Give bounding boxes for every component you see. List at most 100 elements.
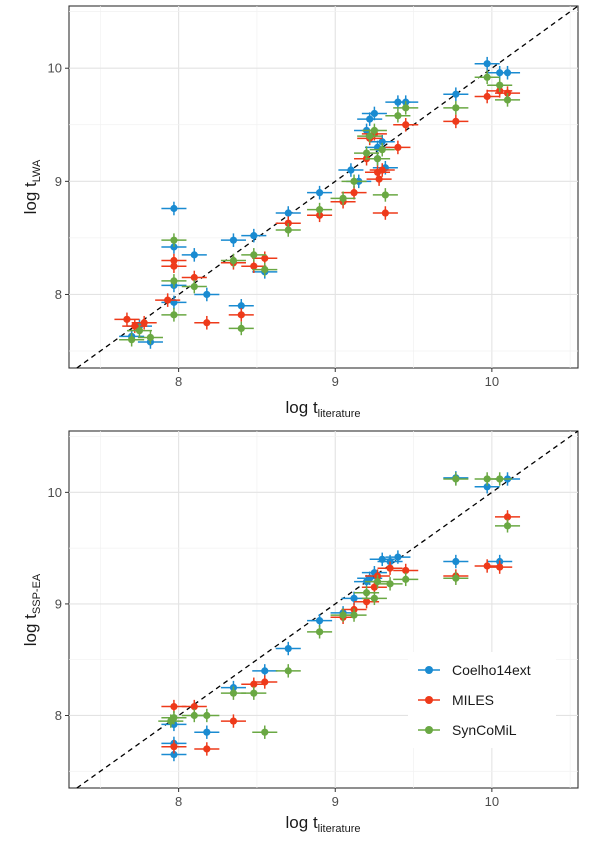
point-marker	[394, 112, 402, 120]
point-marker	[203, 745, 211, 753]
data-point	[487, 78, 513, 92]
data-point	[369, 142, 395, 157]
data-point	[385, 550, 411, 564]
y-tick-label: 9	[55, 596, 62, 611]
point-marker	[362, 598, 371, 606]
point-marker	[170, 702, 178, 711]
point-marker	[284, 667, 292, 675]
data-point	[119, 332, 145, 347]
data-point	[307, 613, 333, 628]
bottom-tick-labels: 8 9 10 8 9 10	[48, 485, 500, 809]
legend-item-syncomil: SynCoMiL	[418, 722, 517, 738]
data-point	[307, 185, 333, 200]
point-marker	[237, 324, 245, 333]
point-marker	[284, 644, 292, 653]
data-point	[377, 561, 403, 575]
data-point	[181, 248, 207, 262]
point-marker	[261, 254, 269, 262]
point-marker	[452, 557, 460, 566]
x-tick-label: 10	[485, 794, 499, 809]
point-marker	[170, 750, 178, 759]
point-marker	[237, 311, 245, 319]
point-marker	[402, 566, 410, 575]
data-point	[443, 554, 469, 569]
point-marker	[452, 475, 460, 483]
data-point	[487, 560, 513, 574]
data-point	[487, 472, 513, 486]
point-marker	[370, 109, 378, 118]
legend-label: MILES	[452, 692, 494, 708]
point-marker	[128, 336, 136, 344]
point-marker	[229, 256, 238, 265]
data-point	[474, 559, 500, 573]
one-to-one-line	[76, 430, 579, 789]
data-point	[275, 641, 301, 656]
point-marker	[229, 236, 238, 244]
point-marker	[170, 311, 178, 319]
point-marker	[373, 155, 382, 163]
point-marker	[203, 319, 211, 327]
point-marker	[366, 132, 374, 140]
data-point	[393, 572, 419, 587]
legend: Coelho14ext MILES SynCoMiL	[408, 652, 556, 748]
point-marker	[370, 583, 378, 591]
data-point	[443, 101, 469, 115]
x-tick-label: 9	[332, 374, 339, 389]
point-marker	[496, 81, 504, 89]
data-point	[307, 625, 333, 639]
data-point	[220, 714, 246, 728]
point-marker	[394, 553, 402, 561]
bottom-panel: 8 9 10 8 9 10 log tliterature log tSSP-EA Coe…	[21, 430, 579, 835]
data-point	[443, 114, 469, 129]
data-point	[220, 233, 246, 247]
data-point	[385, 108, 411, 123]
data-point	[393, 117, 419, 132]
data-point	[341, 608, 367, 622]
point-marker	[123, 315, 131, 323]
data-point	[366, 172, 392, 186]
x-tick-label: 8	[175, 374, 182, 389]
data-point	[474, 56, 500, 71]
y-tick-label: 10	[48, 61, 62, 76]
point-marker	[483, 483, 491, 491]
data-point	[161, 201, 187, 216]
point-marker	[402, 104, 410, 112]
point-marker	[370, 126, 378, 135]
point-marker	[250, 232, 258, 240]
point-marker	[375, 175, 383, 183]
data-point	[194, 287, 220, 302]
data-point	[252, 664, 278, 678]
top-reference-line	[76, 5, 579, 369]
x-tick-label: 9	[332, 794, 339, 809]
data-point	[241, 248, 267, 262]
data-point	[393, 101, 419, 115]
bottom-x-axis-title: log tliterature	[286, 813, 361, 835]
y-tick-label: 9	[55, 174, 62, 189]
point-marker	[483, 562, 491, 570]
point-marker	[503, 69, 512, 77]
top-tick-labels: 8 9 10 8 9 10	[48, 61, 500, 389]
point-marker	[284, 219, 292, 227]
point-marker	[190, 702, 198, 711]
point-marker	[250, 262, 258, 270]
point-marker	[164, 296, 172, 304]
data-point	[341, 174, 367, 189]
point-marker	[378, 138, 386, 146]
series-syncomil	[158, 472, 521, 739]
point-marker	[339, 194, 347, 202]
point-marker	[284, 209, 292, 217]
point-marker	[237, 302, 245, 310]
point-marker	[483, 60, 491, 68]
data-point	[252, 675, 278, 689]
point-marker	[170, 236, 178, 244]
top-data-marks	[114, 56, 521, 349]
point-marker	[452, 104, 460, 112]
data-point	[161, 308, 187, 322]
point-marker	[261, 728, 269, 736]
data-point	[307, 202, 333, 217]
point-marker	[503, 513, 512, 521]
data-point	[275, 664, 301, 678]
point-marker	[394, 143, 402, 152]
point-marker	[140, 319, 148, 327]
